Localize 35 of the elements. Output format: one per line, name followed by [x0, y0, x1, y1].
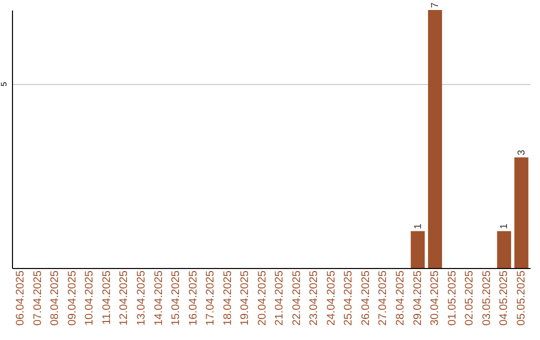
x-tick-label: 23.04.2025: [308, 270, 320, 326]
x-tick-label: 07.04.2025: [32, 270, 44, 326]
x-tick-label: 12.04.2025: [118, 270, 130, 326]
x-tick-label: 17.04.2025: [204, 270, 217, 326]
data-label: 3: [516, 149, 528, 156]
x-tick-label: 11.04.2025: [100, 270, 113, 325]
x-tick-label: 28.04.2025: [394, 270, 406, 326]
x-tick-label: 30.04.2025: [429, 270, 442, 326]
x-tick-label: 18.04.2025: [222, 270, 234, 326]
x-tick-label: 04.05.2025: [498, 270, 510, 326]
y-tick-label: 5: [0, 81, 8, 86]
x-tick-label: 15.04.2025: [170, 270, 182, 326]
x-tick-label: 14.04.2025: [152, 270, 165, 326]
x-tick-label: 27.04.2025: [377, 270, 390, 326]
x-tick-label: 13.04.2025: [136, 270, 148, 326]
x-tick-label: 06.04.2025: [14, 270, 27, 326]
x-tick-label: 29.04.2025: [412, 270, 424, 326]
data-label: 1: [412, 223, 424, 230]
x-tick-label: 03.05.2025: [480, 270, 493, 326]
x-tick-label: 22.04.2025: [290, 270, 303, 326]
x-tick-label: 01.05.2025: [446, 270, 458, 326]
x-tick-label: 25.04.2025: [342, 270, 355, 326]
x-tick-label: 02.05.2025: [464, 270, 476, 326]
x-tick-label: 19.04.2025: [239, 270, 252, 326]
x-tick-label: 05.05.2025: [515, 270, 528, 326]
x-tick-label: 16.04.2025: [187, 270, 200, 326]
x-tick-label: 21.04.2025: [274, 270, 286, 326]
data-label: 7: [430, 2, 442, 8]
x-tick-label: 10.04.2025: [84, 270, 96, 326]
x-tick-label: 08.04.2025: [49, 270, 62, 326]
data-label: 1: [499, 223, 510, 230]
x-tick-label: 26.04.2025: [360, 270, 372, 326]
x-tick-label: 20.04.2025: [256, 270, 268, 326]
x-tick-label: 24.04.2025: [325, 270, 338, 326]
x-tick-label: 09.04.2025: [66, 270, 78, 326]
